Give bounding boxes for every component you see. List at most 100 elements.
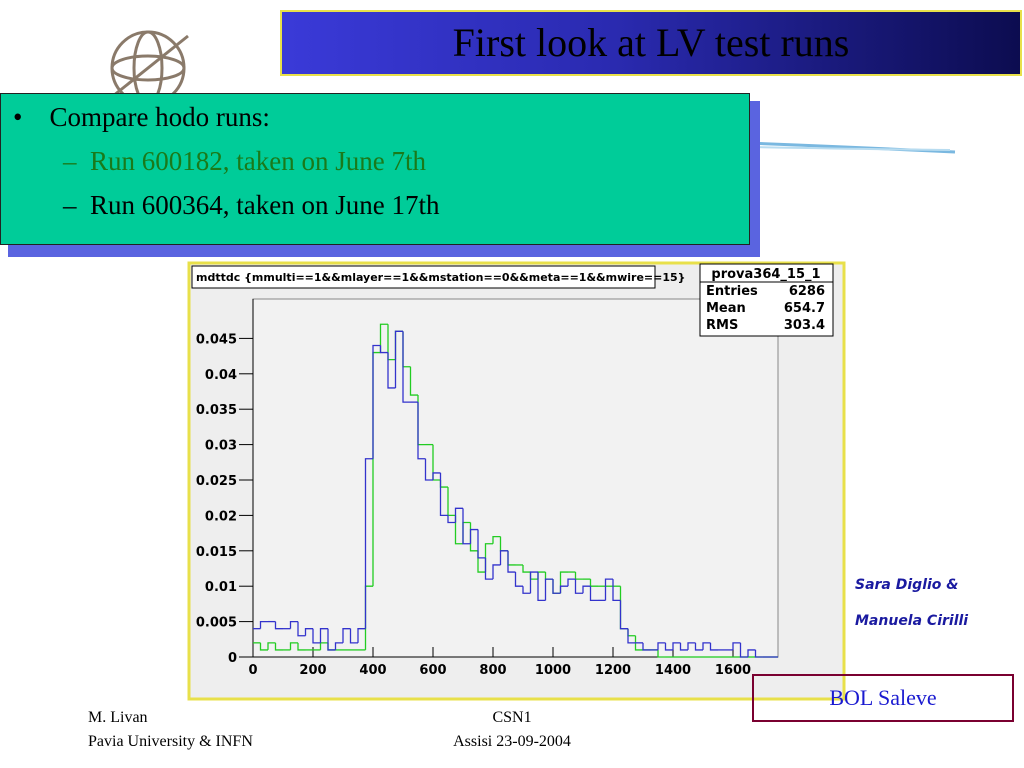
x-tick-label: 200 [299,663,326,678]
x-tick-label: 600 [419,663,446,678]
y-tick-label: 0.04 [205,368,237,383]
y-tick-label: 0.045 [196,332,237,347]
histogram-step [739,642,748,658]
histogram-step [492,564,501,580]
x-tick-label: 1000 [535,663,571,678]
credit-line: Sara Diglio & [855,577,959,593]
histogram-step [259,620,268,629]
histogram-step [349,628,358,644]
histogram-step [664,642,673,651]
stats-label: RMS [706,318,738,333]
x-tick-label: 1600 [715,663,751,678]
histogram-step [589,586,598,602]
histogram-step [297,621,306,637]
footer-line: CSN1 [492,709,532,726]
histogram-step [574,579,583,594]
histogram-step [274,642,283,651]
footer-line: M. Livan [88,709,148,726]
histogram-step [687,642,696,650]
histogram-step [379,345,388,354]
histogram-step [529,571,538,594]
stats-value: 303.4 [784,318,825,333]
histogram-step [327,628,336,651]
histogram-step [492,535,501,544]
histogram-step [672,642,681,650]
histogram-step [379,323,388,353]
label-box: BOL Saleve [752,674,1014,722]
histogram-step [702,642,711,650]
histogram-step [627,628,636,644]
histogram-step [259,642,268,651]
histogram-step [267,642,276,650]
histogram-step [454,507,463,523]
histogram-step [439,472,448,517]
stats-value: 6286 [789,284,825,299]
histogram-step [432,472,441,480]
y-tick-label: 0.025 [196,474,237,489]
footer-left: M. Livan Pavia University & INFN [88,706,253,754]
x-tick-label: 400 [359,663,386,678]
histogram-step [334,642,343,650]
histogram-step [694,642,703,651]
bullet-text: Compare hodo runs: [49,102,270,132]
histogram-step [417,402,426,460]
x-tick-label: 1200 [595,663,631,678]
histogram-step [559,585,568,594]
y-tick-label: 0.005 [196,616,237,631]
histogram-step [484,557,493,580]
footer-line: Assisi 23-09-2004 [453,733,571,750]
histogram-step [499,550,508,565]
bullet-text: Run 600364, taken on June 17th [90,190,440,220]
bullet: • Compare hodo runs: [13,102,270,132]
histogram-step [319,628,328,643]
histogram-step [372,344,381,459]
slide-title: First look at LV test runs [280,10,1022,76]
credit-line: Manuela Cirilli [855,613,969,629]
histogram-step [409,366,418,396]
hist-title: mdttdc {mmulti==1&&mlayer==1&&mstation==… [196,271,686,284]
histogram-step [582,585,591,594]
histogram-step [394,330,403,388]
histogram-step [289,642,298,650]
histogram-step [754,649,763,658]
stats-label: Entries [706,284,758,299]
y-tick-label: 0 [228,651,237,666]
histogram-step [619,600,628,630]
x-tick-label: 0 [248,663,257,678]
y-tick-label: 0.035 [196,403,237,418]
sub-bullet: – Run 600182, taken on June 7th [63,146,426,176]
stats-name: prova364_15_1 [711,267,820,282]
plot-area [252,298,779,658]
histogram-step [642,642,651,651]
stats-label: Mean [706,301,746,316]
bullet-box: • Compare hodo runs: – Run 600182, taken… [0,93,750,245]
credits: Sara Diglio & Manuela Cirilli [855,567,968,639]
y-tick-label: 0.03 [205,439,237,454]
hist-title-box [191,265,656,289]
histogram-step [424,458,433,481]
stats-value: 654.7 [784,301,825,316]
histogram-step [462,508,471,545]
x-tick-label: 1400 [655,663,691,678]
histogram-step [469,528,478,544]
histogram-step [679,642,688,651]
y-tick-label: 0.02 [205,509,237,524]
histogram-step [387,352,396,389]
histogram-step [732,642,741,650]
footer-line: Pavia University & INFN [88,733,253,750]
histogram-step [634,635,643,651]
histogram-step [304,628,313,636]
histogram-step [289,620,298,629]
histogram-step [447,515,456,524]
histogram-step [454,515,463,545]
histogram-step [709,642,718,651]
histogram-step [612,579,621,602]
histogram-step [567,578,576,587]
stats-box [699,263,834,337]
histogram-step [514,572,523,587]
histogram-step [657,642,666,650]
histogram-step [544,578,553,601]
histogram-step [312,628,321,644]
